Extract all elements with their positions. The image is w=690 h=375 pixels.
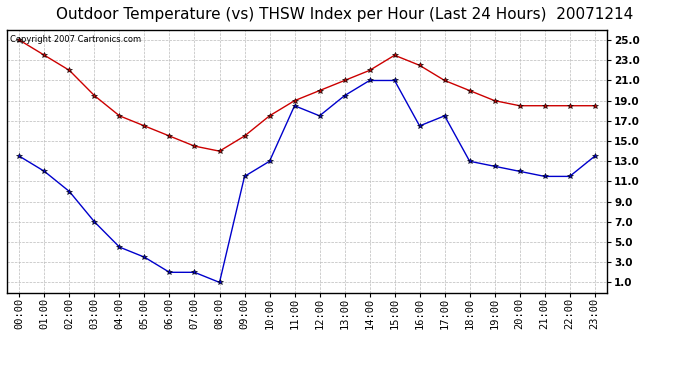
Text: Copyright 2007 Cartronics.com: Copyright 2007 Cartronics.com [10,35,141,44]
Text: Outdoor Temperature (vs) THSW Index per Hour (Last 24 Hours)  20071214: Outdoor Temperature (vs) THSW Index per … [57,8,633,22]
